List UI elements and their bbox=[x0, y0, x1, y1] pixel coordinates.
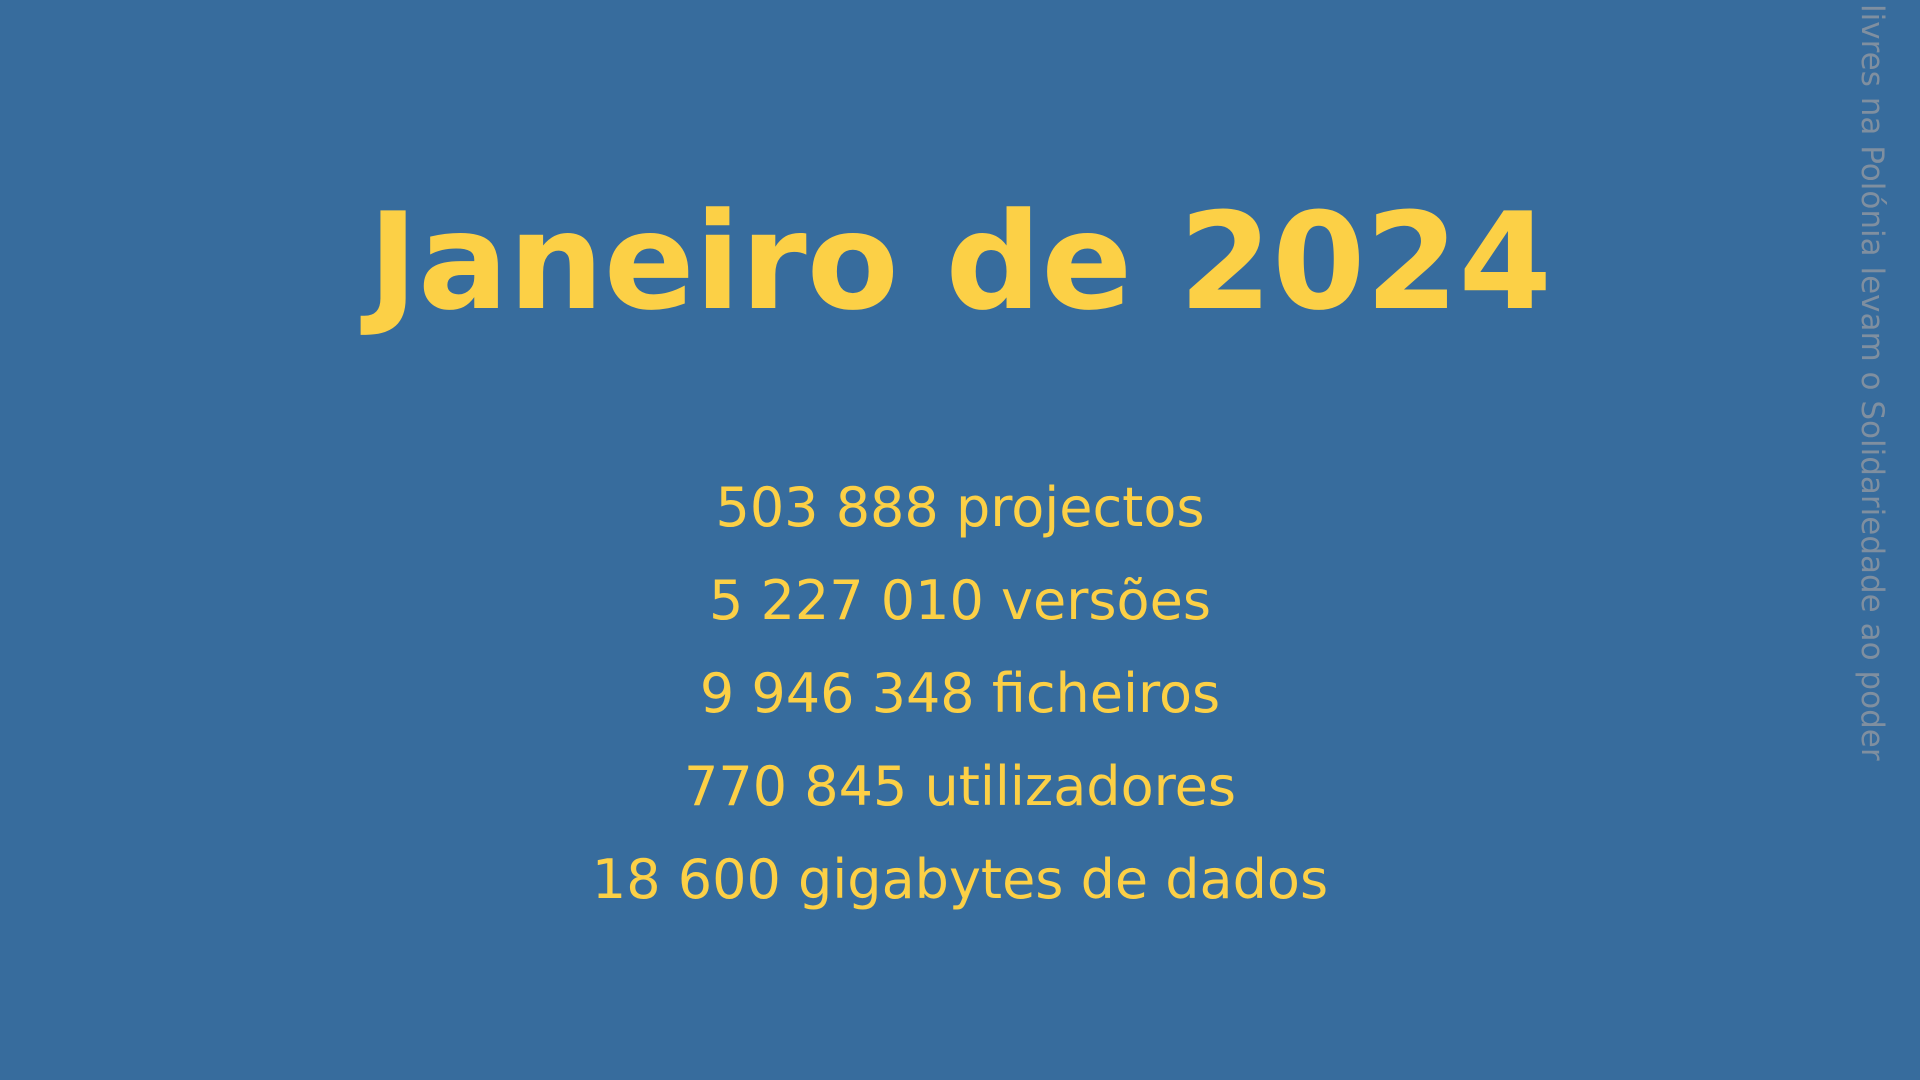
stat-versions: 5 227 010 versões bbox=[709, 569, 1211, 632]
stat-data-size: 18 600 gigabytes de dados bbox=[591, 848, 1329, 911]
stat-projects: 503 888 projectos bbox=[715, 476, 1205, 539]
stats-list: 503 888 projectos 5 227 010 versões 9 94… bbox=[0, 461, 1920, 926]
slide-title: Janeiro de 2024 bbox=[368, 184, 1552, 340]
side-caption: livres na Polónia levam o Solidariedade … bbox=[1854, 4, 1890, 761]
stat-files: 9 946 348 ficheiros bbox=[699, 662, 1221, 725]
stat-users: 770 845 utilizadores bbox=[684, 755, 1236, 818]
